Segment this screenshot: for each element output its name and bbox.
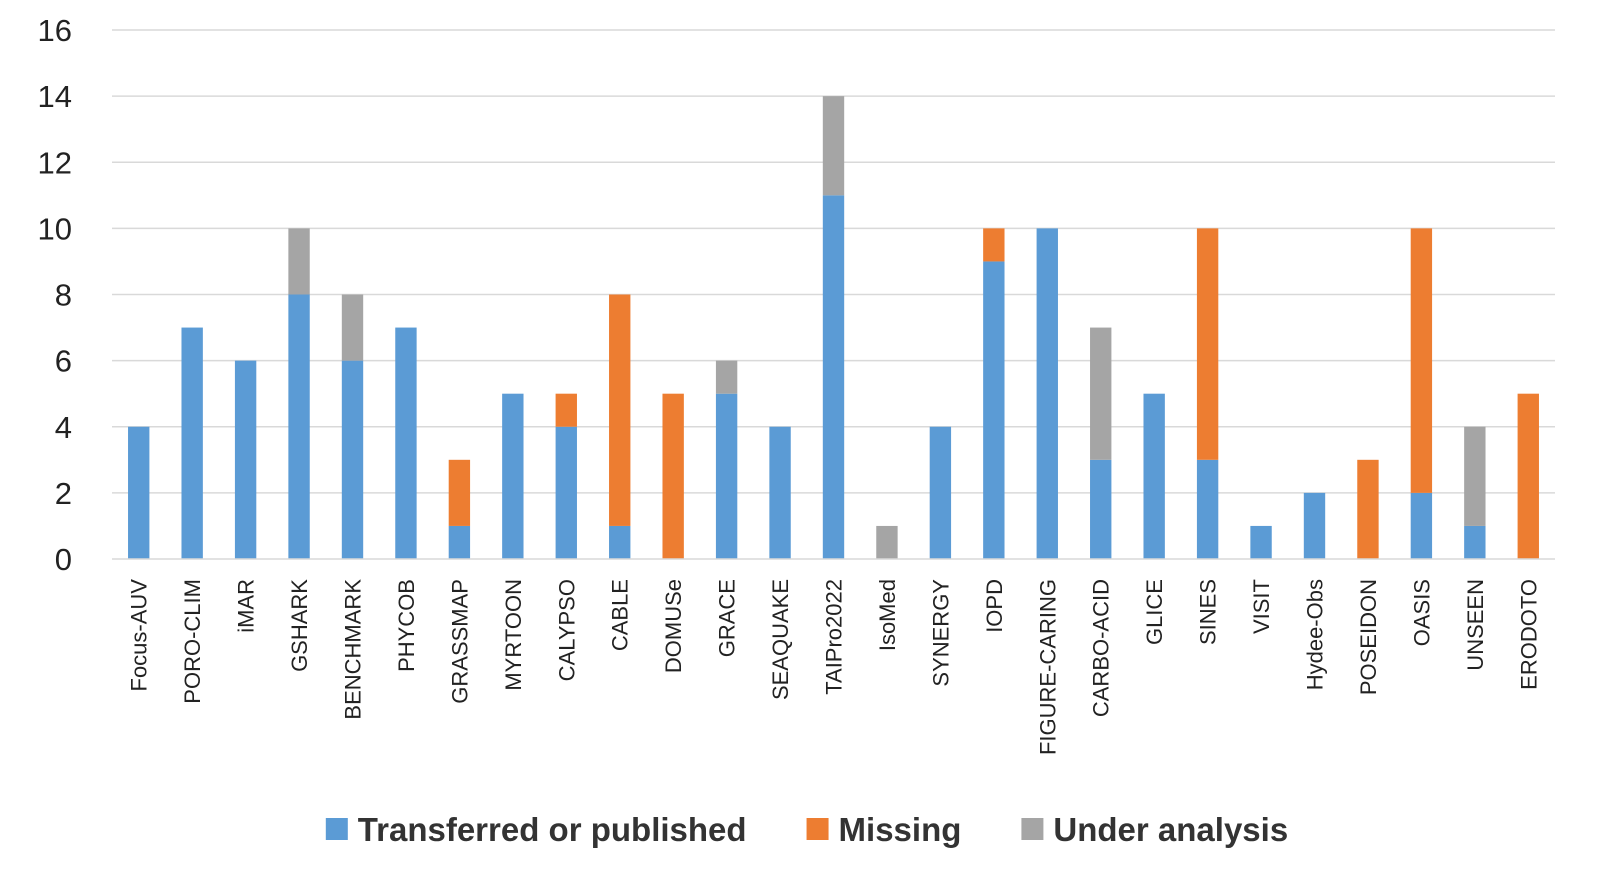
bar-segment [1090, 459, 1112, 559]
bar-segment [1464, 525, 1486, 559]
x-axis-tick-labels: Focus-AUV PORO-CLIM iMAR GSHARK BENCHMARK PHY… [127, 579, 1542, 755]
x-tick-label: GRACE [715, 579, 740, 657]
bar-segment [983, 228, 1005, 262]
x-tick-label: Focus-AUV [127, 579, 152, 692]
y-tick-label: 4 [55, 410, 72, 445]
x-tick-label: PORO-CLIM [180, 579, 205, 704]
x-tick-label: GLICE [1142, 579, 1167, 645]
x-tick-label: MYRTOON [501, 579, 526, 691]
x-tick-label: SINES [1196, 579, 1221, 645]
x-tick-label: VISIT [1249, 579, 1274, 634]
x-tick-label: IsoMed [875, 579, 900, 651]
x-tick-label: iMAR [234, 579, 259, 633]
bar-segment [288, 228, 310, 295]
bar-segment [181, 327, 203, 559]
bar-segment [1250, 525, 1272, 559]
bar-segment [1517, 393, 1539, 559]
bar-segment [1357, 459, 1379, 559]
legend-item: Transferred or published [325, 811, 747, 848]
x-tick-label: CALYPSO [554, 579, 579, 681]
legend-item: Under analysis [1021, 811, 1288, 848]
x-tick-label: PHYCOB [394, 579, 419, 672]
bar-segment [929, 426, 952, 559]
bar-segment [1196, 228, 1219, 460]
x-tick-label: SEAQUAKE [768, 579, 793, 700]
x-tick-label: DOMUSe [661, 579, 686, 673]
bar-segment [395, 327, 417, 559]
x-tick-label: GRASSMAP [447, 579, 472, 704]
bar-segment [502, 393, 524, 559]
bar-segment [1464, 426, 1486, 526]
bar-segment [555, 426, 577, 559]
bar-segment [341, 360, 364, 559]
y-tick-label: 2 [55, 476, 72, 511]
y-axis-tick-labels: 0 2 4 6 8 10 12 14 16 [38, 13, 72, 577]
x-tick-label: TAIPro2022 [822, 579, 847, 695]
bar-segment [769, 426, 791, 559]
bar-segment [609, 294, 631, 526]
y-tick-label: 10 [38, 211, 72, 246]
x-tick-label: OASIS [1409, 579, 1434, 646]
bar-segment [341, 294, 364, 361]
legend-label: Transferred or published [358, 811, 747, 848]
legend: Transferred or published Missing Under ana… [325, 811, 1288, 848]
bar-segment [234, 360, 257, 559]
x-tick-label: Hydee-Obs [1303, 579, 1328, 690]
legend-swatch [325, 818, 348, 840]
bar-segment [288, 294, 310, 559]
bar-segment [715, 360, 738, 394]
bar-segment [1090, 327, 1112, 460]
legend-item: Missing [806, 811, 962, 848]
y-tick-label: 6 [55, 344, 72, 379]
bar-segment [1196, 459, 1219, 559]
x-tick-label: GSHARK [287, 579, 312, 672]
bar-segment [448, 459, 471, 526]
bar-segment [1036, 228, 1058, 559]
bar-segment [876, 525, 898, 559]
bar-segment [1410, 492, 1433, 559]
x-tick-label: POSEIDON [1356, 579, 1381, 695]
y-tick-label: 8 [55, 278, 72, 313]
x-tick-label: CABLE [608, 579, 633, 651]
legend-swatch [806, 818, 829, 840]
x-tick-label: IOPD [982, 579, 1007, 633]
legend-label: Missing [839, 811, 962, 848]
x-tick-label: FIGURE-CARING [1035, 579, 1060, 755]
bar-segment [609, 525, 631, 559]
y-tick-label: 14 [38, 79, 72, 114]
y-tick-label: 16 [38, 13, 72, 48]
bar-segment [128, 426, 150, 559]
x-tick-label: BENCHMARK [341, 579, 366, 720]
bar-segment [662, 393, 684, 559]
bar-segment [983, 261, 1005, 559]
bar-segment [822, 96, 845, 196]
legend-label: Under analysis [1053, 811, 1288, 848]
y-tick-label: 0 [55, 542, 72, 577]
x-tick-label: ERODOTO [1516, 579, 1541, 690]
y-tick-label: 12 [38, 145, 72, 180]
bars [128, 96, 1539, 559]
x-tick-label: CARBO-ACID [1089, 579, 1114, 717]
bar-segment [715, 393, 738, 559]
bar-segment [1143, 393, 1165, 559]
bar-segment [555, 393, 577, 427]
bar-segment [822, 195, 845, 559]
bar-segment [448, 525, 471, 559]
bar-segment [1410, 228, 1433, 493]
x-tick-label: SYNERGY [928, 579, 953, 687]
x-tick-label: UNSEEN [1463, 579, 1488, 671]
legend-swatch [1021, 818, 1044, 840]
bar-segment [1303, 492, 1326, 559]
